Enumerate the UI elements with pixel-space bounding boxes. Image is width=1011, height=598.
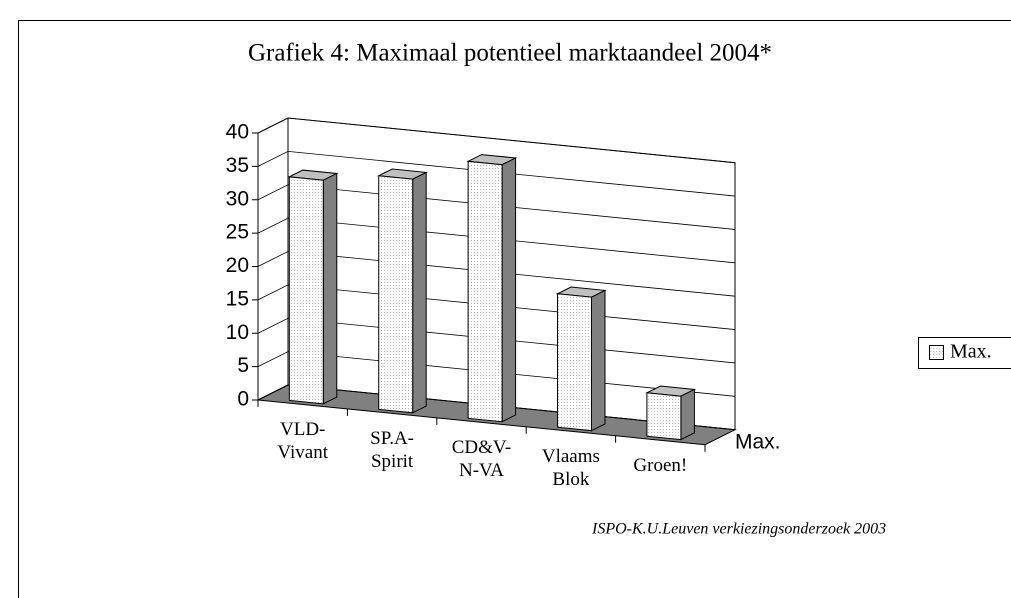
grid-line (257, 184, 736, 230)
bar (555, 286, 607, 432)
legend-swatch (929, 345, 944, 360)
grid-line (257, 251, 736, 297)
bar-front (378, 175, 414, 414)
y-tick-label: 20 (226, 254, 249, 277)
y-tick-label: 40 (226, 121, 249, 144)
x-tick-label: VLD- Vivant (277, 419, 328, 464)
bar-front (557, 293, 592, 432)
y-tick-label: 5 (237, 354, 249, 377)
bar (287, 169, 339, 405)
source: ISPO-K.U.Leuven verkiezingsonderzoek 200… (591, 521, 886, 538)
y-tick-label: 30 (226, 187, 249, 210)
x-tick-label: SP.A- Spirit (370, 428, 415, 473)
y-tick-label: 25 (226, 221, 249, 244)
bar-front (646, 392, 682, 441)
y-tick-label: 15 (226, 287, 249, 310)
x-tick-label: CD&V- N-VA (451, 437, 512, 482)
bar-side (501, 157, 517, 423)
bar (376, 168, 428, 414)
bar (466, 154, 518, 423)
bar (645, 385, 697, 441)
bar-side (590, 289, 606, 432)
grid-line (257, 150, 736, 197)
y-tick-label: 35 (226, 154, 249, 177)
bar-side (412, 171, 427, 414)
grid-line (257, 117, 736, 164)
bar-side (322, 172, 338, 405)
x-tick-label: Groen! (633, 455, 688, 477)
bar-side (680, 388, 695, 441)
bar-front (288, 176, 324, 405)
x-tick-label: Vlaams Blok (541, 446, 600, 491)
depth-label: Max. (735, 431, 781, 454)
chart-title: Grafiek 4: Maximaal potentieel marktaand… (248, 40, 772, 67)
bar-front (467, 160, 503, 423)
grid-line (257, 217, 736, 264)
y-tick-label: 10 (226, 321, 249, 344)
y-tick-label: 0 (237, 388, 249, 411)
legend-label: Max. (950, 341, 992, 363)
